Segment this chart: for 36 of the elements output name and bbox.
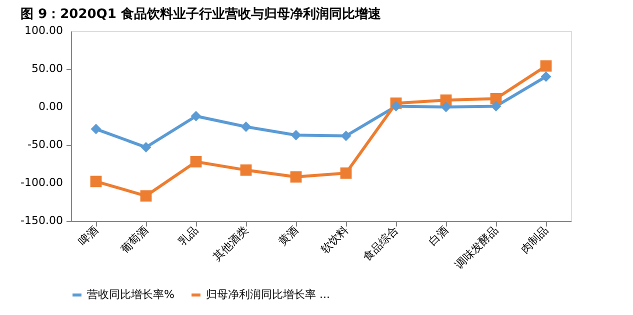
point: [240, 164, 252, 176]
point: [440, 102, 452, 112]
point: [390, 100, 402, 112]
y-tick-label: -50.00: [28, 138, 63, 151]
legend-label: 营收同比增长率%: [87, 288, 174, 301]
x-tick-label: 乳品: [176, 224, 201, 248]
y-tick-label: 0.00: [38, 100, 63, 113]
x-tick-label: 啤酒: [76, 224, 101, 248]
x-tick-label: 其他酒类: [210, 224, 251, 264]
x-tick-label: 葡萄酒: [118, 224, 151, 256]
point: [540, 71, 552, 82]
chart-title: 图 9：2020Q1 食品饮料业子行业营收与归母净利润同比增速: [20, 6, 382, 22]
legend-label: 归母净利润同比增长率 ...: [206, 288, 330, 301]
point: [340, 167, 352, 179]
point: [540, 60, 552, 72]
point: [290, 130, 302, 140]
point: [340, 130, 352, 142]
x-tick-label: 肉制品: [518, 224, 551, 256]
x-tick-label: 食品综合: [360, 224, 401, 264]
point: [240, 122, 252, 132]
point: [190, 156, 202, 168]
point: [140, 190, 152, 202]
x-tick-label: 软饮料: [318, 224, 351, 256]
y-tick-label: -150.00: [20, 214, 63, 227]
x-tick-label: 白酒: [426, 224, 451, 248]
x-tick-label: 黄酒: [276, 224, 301, 248]
y-tick-label: -100.00: [20, 176, 63, 189]
y-tick-label: 50.00: [32, 62, 63, 75]
y-tick-label: 100.00: [24, 24, 63, 37]
point: [490, 100, 502, 112]
point: [190, 110, 202, 122]
point: [140, 142, 152, 153]
x-tick-label: 调味发酵品: [452, 224, 501, 272]
point: [90, 176, 102, 188]
point: [290, 171, 302, 183]
point: [90, 124, 102, 134]
